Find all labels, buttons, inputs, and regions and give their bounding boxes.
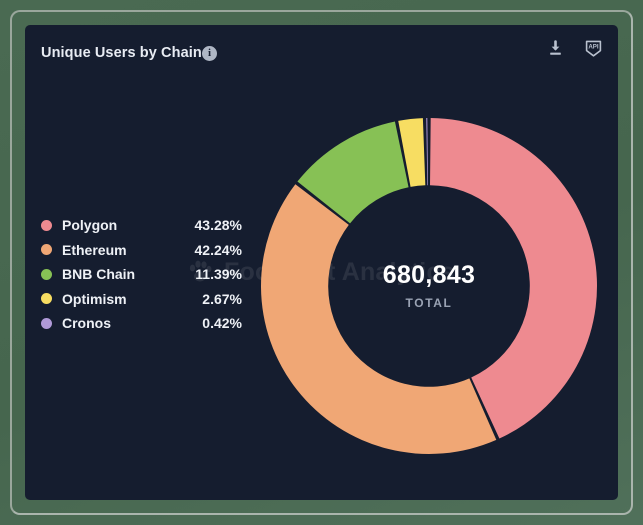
list-item[interactable]: Polygon 43.28% (41, 213, 246, 238)
donut-chart: 680,843 TOTAL (240, 71, 618, 500)
legend-color-dot (41, 317, 52, 329)
donut-slice-optimism[interactable] (398, 117, 426, 187)
list-item[interactable]: Optimism 2.67% (41, 287, 246, 312)
legend-value: 2.67% (202, 290, 242, 307)
download-button[interactable] (544, 37, 566, 59)
api-badge-icon: API (585, 40, 601, 57)
legend-label: Ethereum (62, 241, 127, 258)
legend-label: Cronos (62, 315, 111, 332)
donut-slice-polygon[interactable] (430, 117, 597, 439)
donut-chart-svg[interactable] (254, 111, 604, 461)
list-item[interactable]: Ethereum 42.24% (41, 238, 246, 263)
donut-slice-cronos[interactable] (426, 117, 428, 185)
legend-color-dot (41, 293, 52, 305)
legend-value: 42.24% (194, 241, 242, 258)
api-button[interactable]: API (582, 37, 604, 59)
card-header: Unique Users by Chain i API (25, 25, 618, 71)
donut-slice-bnb-chain[interactable] (297, 120, 409, 223)
donut-slice-ethereum[interactable] (261, 183, 497, 454)
legend-label: Polygon (62, 217, 118, 234)
legend-color-dot (41, 219, 52, 231)
chart-legend: Polygon 43.28% Ethereum 42.24% BNB Chain… (41, 213, 246, 336)
list-item[interactable]: Cronos 0.42% (41, 311, 246, 336)
legend-label: BNB Chain (62, 266, 136, 283)
legend-value: 43.28% (194, 217, 242, 234)
legend-color-dot (41, 268, 52, 280)
legend-value: 0.42% (202, 315, 242, 332)
page-title: Unique Users by Chain (41, 45, 202, 61)
legend-value: 11.39% (195, 266, 242, 283)
legend-label: Optimism (62, 290, 127, 307)
chart-card: Unique Users by Chain i API Polygon (25, 25, 618, 500)
donut-slices[interactable] (261, 117, 597, 454)
list-item[interactable]: BNB Chain 11.39% (41, 262, 246, 287)
legend-color-dot (41, 244, 52, 256)
info-icon[interactable]: i (202, 46, 217, 61)
download-icon (549, 39, 561, 55)
header-actions: API (544, 37, 604, 59)
svg-text:API: API (588, 43, 599, 50)
